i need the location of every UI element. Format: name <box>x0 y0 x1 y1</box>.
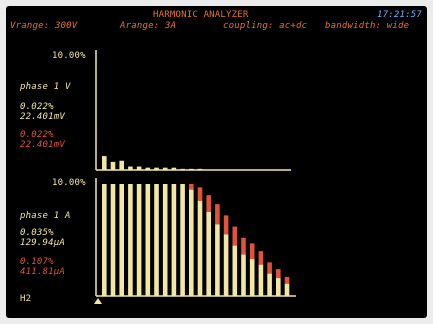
current-harmonic-bar-red <box>258 251 264 265</box>
current-harmonic-bar <box>102 184 107 296</box>
current-harmonic-bar-red <box>284 276 290 284</box>
screen-title: HARMONIC ANALYZER <box>153 10 249 20</box>
current-harmonic-bar <box>162 184 168 296</box>
current-harmonic-bar <box>241 254 246 296</box>
current-harmonic-bar <box>110 184 116 296</box>
current-harmonic-bar <box>223 234 229 296</box>
current-phase-label: phase 1 A <box>20 211 71 221</box>
voltage-harmonic-bar <box>154 167 159 170</box>
current-bars <box>102 184 290 296</box>
current-harmonic-bar <box>284 283 290 296</box>
current-harmonic-bar-red <box>241 237 246 255</box>
harmonic-plots <box>94 50 296 304</box>
current-harmonic-bar-red <box>223 215 229 235</box>
current-harmonic-bar-red <box>267 262 272 274</box>
current-harmonic-bar <box>249 259 255 296</box>
vrange-setting: Vrange: 300V <box>10 21 78 31</box>
voltage-harmonic-bar <box>145 167 151 170</box>
current-value1-abs: 129.94µA <box>20 238 65 248</box>
current-harmonic-bar <box>232 245 238 296</box>
voltage-harmonic-bar <box>136 166 142 170</box>
current-harmonic-bar <box>136 184 142 296</box>
current-harmonic-bar <box>267 273 272 296</box>
current-harmonic-bar <box>171 184 177 296</box>
voltage-harmonic-bar <box>110 161 116 170</box>
voltage-scale-label: 10.00% <box>52 51 86 61</box>
current-harmonic-bar <box>145 184 151 296</box>
current-harmonic-bar <box>128 184 133 296</box>
current-harmonic-bar <box>197 200 203 296</box>
current-harmonic-bar <box>119 184 124 296</box>
current-harmonic-bar-red <box>206 195 211 212</box>
current-value2-pct: 0.107% <box>20 257 54 267</box>
cursor-harmonic-label: H2 <box>20 294 32 304</box>
current-scale-label: 10.00% <box>52 178 86 188</box>
voltage-phase-label: phase 1 V <box>20 82 71 92</box>
voltage-harmonic-bar <box>128 166 133 170</box>
voltage-harmonic-bar <box>162 167 168 170</box>
current-harmonic-bar <box>180 184 185 296</box>
arange-setting: Arange: 3A <box>120 21 177 31</box>
voltage-harmonic-bar <box>180 168 185 170</box>
voltage-bars <box>102 156 203 170</box>
clock-time: 17:21:57 <box>377 10 422 20</box>
current-harmonic-bar-red <box>249 243 255 260</box>
voltage-harmonic-bar <box>102 156 107 170</box>
current-harmonic-bar <box>258 264 264 296</box>
current-harmonic-bar-red <box>276 269 281 279</box>
bandwidth-setting: bandwidth: wide <box>325 21 410 31</box>
current-value2-abs: 411.81µA <box>20 267 65 277</box>
current-harmonic-bar <box>215 224 220 296</box>
analyzer-screen: HARMONIC ANALYZER 17:21:57 Vrange: 300V … <box>6 6 427 318</box>
coupling-setting: coupling: ac+dc <box>223 21 308 31</box>
current-harmonic-bar-red <box>197 187 203 201</box>
current-value1-pct: 0.035% <box>20 228 54 238</box>
current-harmonic-bar-red <box>215 204 220 225</box>
current-harmonic-bar-red <box>232 226 238 246</box>
voltage-value1-abs: 22.401mV <box>20 112 65 122</box>
voltage-value1-pct: 0.022% <box>20 102 54 112</box>
voltage-value2-abs: 22.401mV <box>20 140 65 150</box>
voltage-harmonic-bar <box>197 168 203 170</box>
current-harmonic-bar <box>154 184 159 296</box>
current-harmonic-bar-red <box>189 184 194 190</box>
voltage-harmonic-bar <box>171 167 177 170</box>
voltage-value2-pct: 0.022% <box>20 130 54 140</box>
current-harmonic-bar <box>189 189 194 296</box>
current-harmonic-bar <box>206 212 211 296</box>
harmonic-cursor-marker[interactable] <box>94 298 102 304</box>
current-harmonic-bar <box>276 278 281 296</box>
voltage-harmonic-bar <box>189 168 194 170</box>
voltage-harmonic-bar <box>119 160 124 170</box>
